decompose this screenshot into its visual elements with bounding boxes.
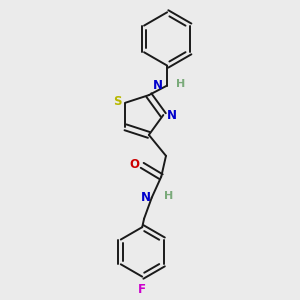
Text: N: N (141, 191, 151, 204)
Text: N: N (153, 79, 163, 92)
Text: N: N (167, 109, 177, 122)
Text: H: H (164, 191, 173, 201)
Text: H: H (176, 79, 185, 88)
Text: O: O (129, 158, 139, 171)
Text: F: F (138, 283, 146, 296)
Text: S: S (113, 95, 122, 108)
